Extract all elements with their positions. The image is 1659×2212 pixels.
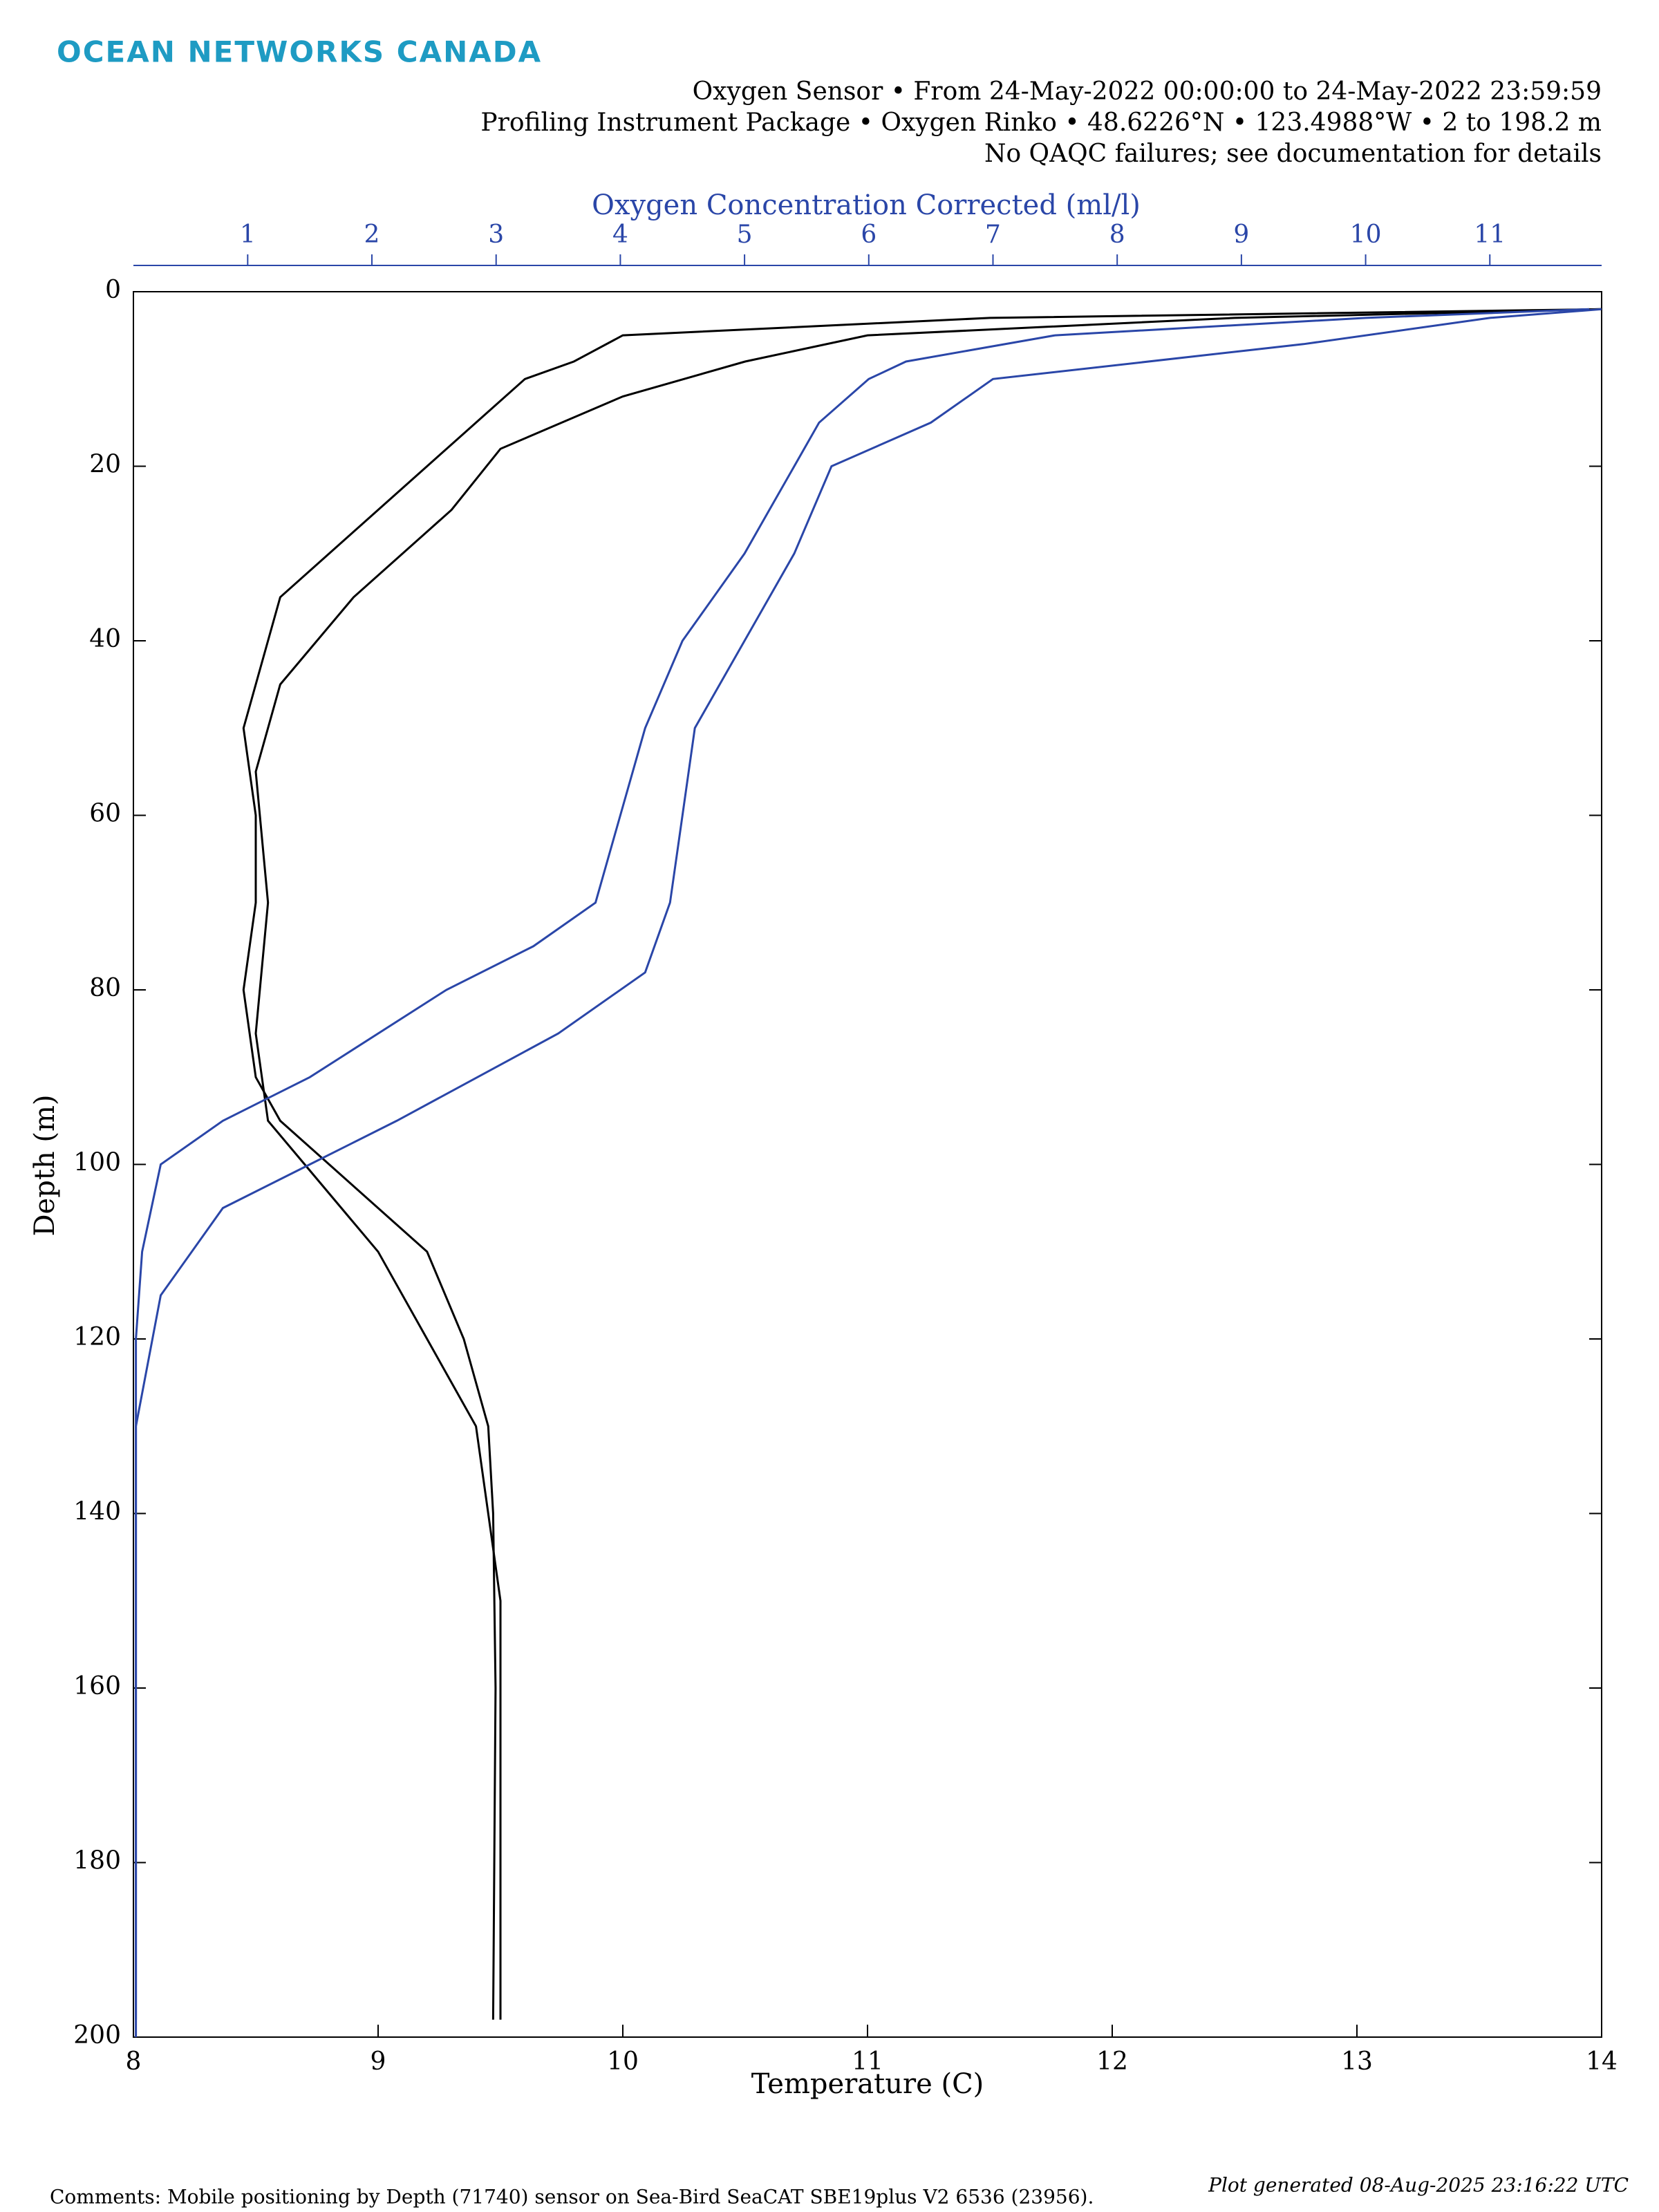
profile-line	[135, 308, 1590, 2037]
y-tick-label: 180	[73, 1847, 121, 1875]
y-axis-label: Depth (m)	[29, 1094, 61, 1236]
x2-tick-label: 3	[488, 221, 504, 249]
profile-line	[135, 308, 1602, 2020]
x-tick-label: 11	[852, 2047, 883, 2076]
x-tick-label: 13	[1341, 2047, 1373, 2076]
y-tick-label: 120	[73, 1323, 121, 1351]
comments: Comments: Mobile positioning by Depth (7…	[50, 2186, 1094, 2209]
y-tick-label: 100	[73, 1149, 121, 1177]
subtitle: Oxygen Sensor • From 24-May-2022 00:00:0…	[693, 77, 1602, 106]
y-tick-label: 0	[105, 276, 121, 304]
profile-line	[254, 308, 1602, 2020]
y-tick-label: 80	[89, 974, 121, 1002]
y-tick-label: 200	[73, 2021, 121, 2050]
x2-tick-label: 5	[737, 221, 753, 249]
x2-tick-label: 9	[1233, 221, 1249, 249]
brand-logo: OCEAN NETWORKS CANADA	[57, 35, 542, 69]
x2-tick-label: 4	[612, 221, 628, 249]
x-tick-label: 8	[126, 2047, 142, 2076]
generated-note: Plot generated 08-Aug-2025 23:16:22 UTC	[1208, 2174, 1629, 2197]
y-tick-label: 60	[89, 800, 121, 828]
y-tick-label: 20	[89, 451, 121, 479]
x2-tick-label: 8	[1109, 221, 1125, 249]
subtitle: Profiling Instrument Package • Oxygen Ri…	[480, 109, 1602, 137]
x2-tick-label: 11	[1474, 221, 1506, 249]
y-tick-label: 40	[89, 625, 121, 653]
x-tick-label: 14	[1586, 2047, 1618, 2076]
x2-tick-label: 6	[861, 221, 877, 249]
x2-tick-label: 1	[240, 221, 256, 249]
x-axis-label: Temperature (C)	[751, 2068, 984, 2100]
x2-axis-label: Oxygen Concentration Corrected (ml/l)	[592, 189, 1141, 221]
y-tick-label: 160	[73, 1672, 121, 1700]
plot-frame	[133, 291, 1602, 2038]
x-tick-label: 9	[371, 2047, 386, 2076]
subtitle: No QAQC failures; see documentation for …	[984, 140, 1602, 168]
x-tick-label: 12	[1096, 2047, 1128, 2076]
x2-tick-label: 7	[985, 221, 1001, 249]
x2-tick-label: 2	[364, 221, 380, 249]
x2-tick-label: 10	[1350, 221, 1382, 249]
y-tick-label: 140	[73, 1498, 121, 1526]
x-tick-label: 10	[607, 2047, 639, 2076]
profile-line	[242, 308, 1602, 2020]
